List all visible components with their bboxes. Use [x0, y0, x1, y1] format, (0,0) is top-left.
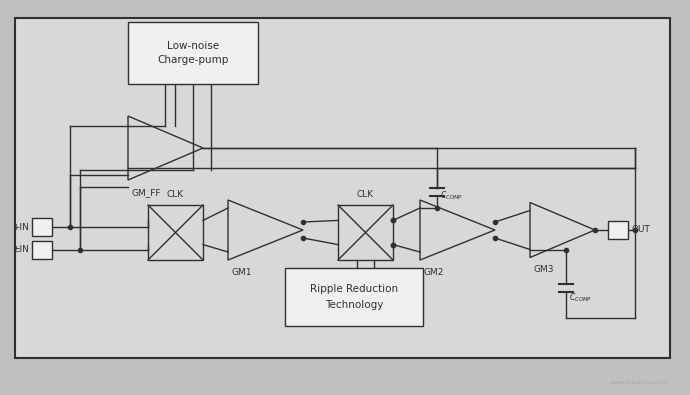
Bar — [32, 218, 52, 236]
Polygon shape — [128, 116, 203, 180]
Text: Charge-pump: Charge-pump — [157, 55, 228, 65]
Text: OUT: OUT — [632, 226, 651, 235]
Bar — [32, 241, 52, 259]
Text: +IN: +IN — [12, 222, 29, 231]
Text: ±IN: ±IN — [12, 246, 29, 254]
Bar — [285, 268, 423, 326]
Text: $C_{COMP}$: $C_{COMP}$ — [569, 292, 592, 305]
Text: CLK: CLK — [167, 190, 184, 199]
Text: $C_{COMP}$: $C_{COMP}$ — [440, 190, 463, 203]
Text: Low-noise: Low-noise — [167, 41, 219, 51]
Bar — [338, 205, 393, 260]
Text: Technology: Technology — [325, 300, 383, 310]
Bar — [608, 221, 628, 239]
Bar — [148, 205, 203, 260]
Polygon shape — [420, 200, 495, 260]
Text: GM2: GM2 — [423, 268, 444, 277]
Polygon shape — [530, 203, 595, 258]
Bar — [128, 22, 258, 84]
Text: GM_FF: GM_FF — [131, 188, 161, 197]
Text: www.elecfans.com: www.elecfans.com — [609, 380, 668, 385]
Bar — [15, 18, 670, 358]
Polygon shape — [228, 200, 303, 260]
Text: CLK: CLK — [357, 190, 374, 199]
Text: Ripple Reduction: Ripple Reduction — [310, 284, 398, 294]
Text: GM3: GM3 — [533, 265, 553, 275]
Text: GM1: GM1 — [231, 268, 251, 277]
